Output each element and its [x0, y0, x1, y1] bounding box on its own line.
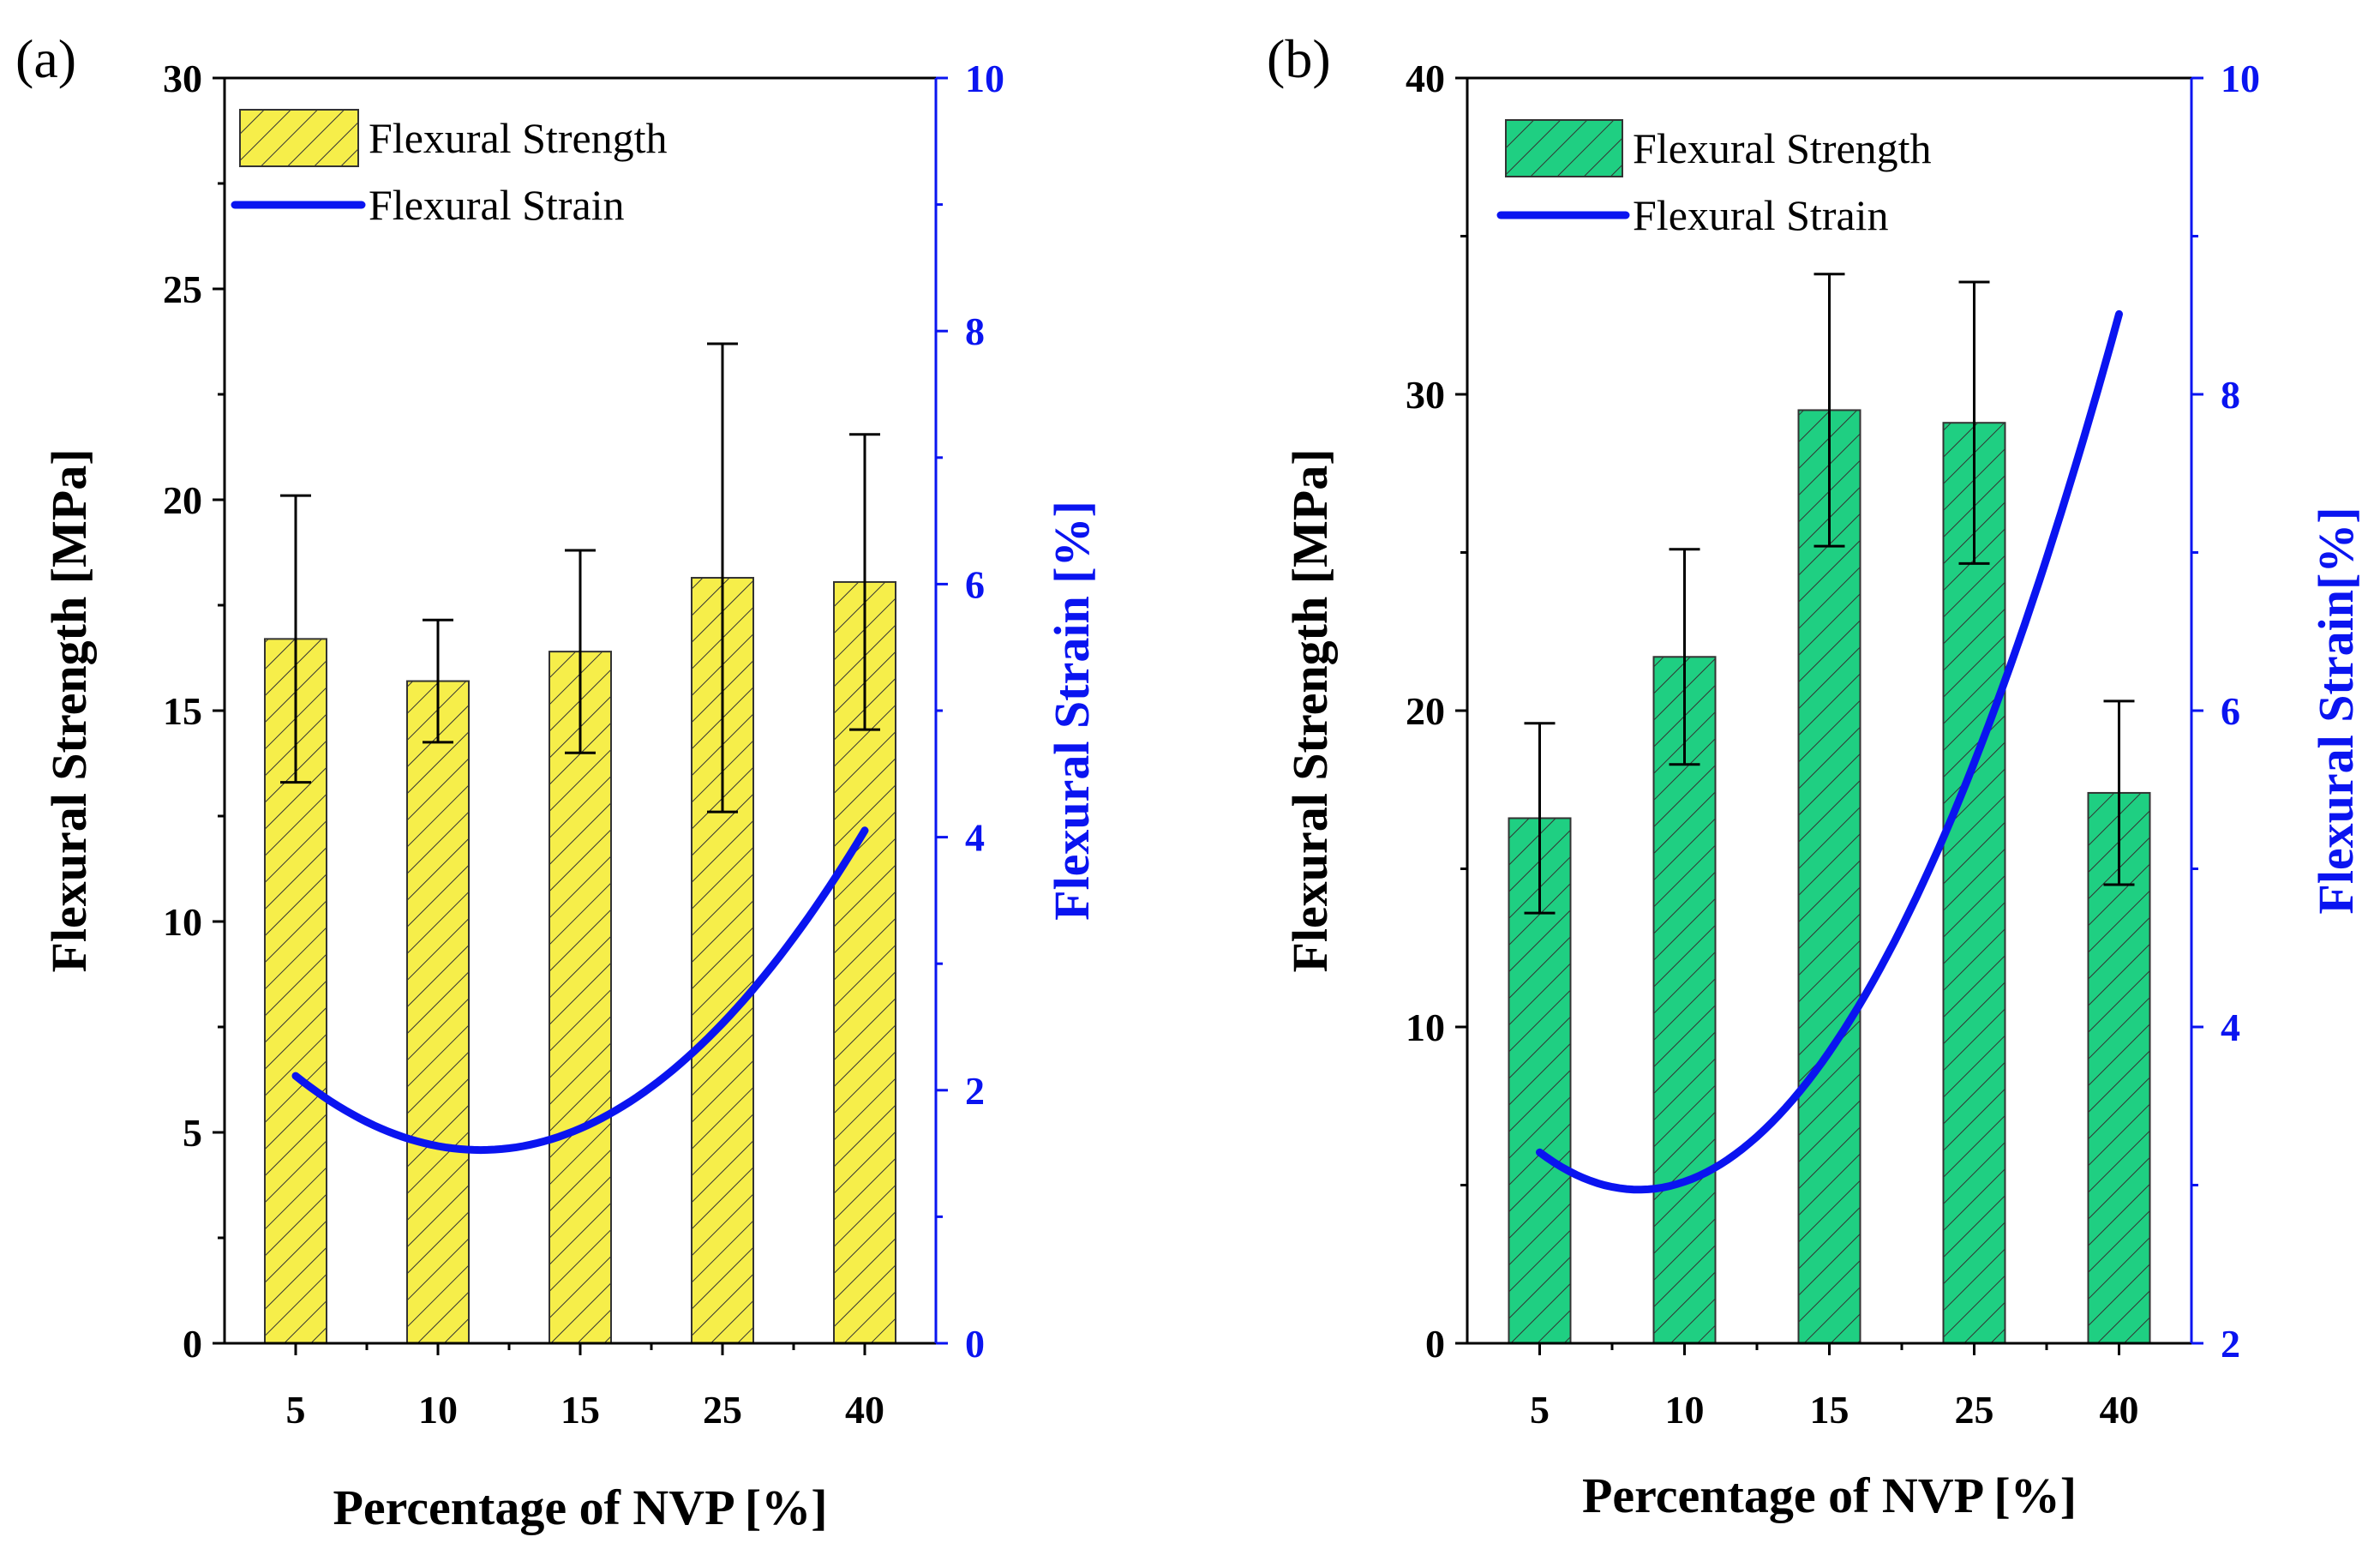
legend-swatch-hatch	[1506, 120, 1622, 177]
panel-b: (b) 0 10 20 30 40 2 4 6 8 10 5 10 15 25 40 Percentage of…	[1267, 28, 2364, 1523]
y2-tick-label: 10	[965, 57, 1004, 100]
y-tick-label: 15	[163, 689, 202, 733]
y-tick-label: 25	[163, 267, 202, 311]
y2-tick-label: 4	[965, 816, 985, 860]
y-tick-label: 0	[1425, 1322, 1445, 1366]
y-tick-label: 30	[163, 57, 202, 100]
panel-label: (b)	[1267, 28, 1331, 89]
y-tick-label: 0	[183, 1322, 202, 1366]
strain-line	[1536, 309, 2123, 1194]
legend-label-strength: Flexural Strength	[1633, 124, 1932, 172]
x-tick-label: 10	[1665, 1388, 1705, 1432]
y-tick-label: 20	[163, 478, 202, 522]
bar-hatch	[407, 681, 469, 1343]
y2-tick-label: 8	[965, 309, 985, 353]
strain-line	[291, 826, 869, 1155]
x-tick-label: 10	[418, 1388, 458, 1432]
legend-label-strain: Flexural Strain	[369, 181, 625, 229]
x-tick-label: 25	[703, 1388, 742, 1432]
y2-tick-label: 6	[2221, 689, 2240, 733]
x-tick-label: 40	[845, 1388, 884, 1432]
y-tick-label: 40	[1406, 57, 1445, 100]
y2-axis-title: Flexural Strain [%]	[1044, 501, 1100, 921]
y-tick-label: 5	[183, 1111, 202, 1155]
x-tick-label: 15	[1810, 1388, 1849, 1432]
y2-tick-label: 10	[2221, 57, 2260, 100]
y-tick-label: 10	[163, 900, 202, 944]
y2-tick-label: 6	[965, 562, 985, 606]
y-tick-label: 20	[1406, 689, 1445, 733]
panel-label: (a)	[15, 28, 76, 89]
y2-tick-label: 2	[2221, 1322, 2240, 1366]
legend-label-strength: Flexural Strength	[369, 114, 668, 162]
y2-tick-label: 8	[2221, 373, 2240, 417]
legend-swatch-hatch	[240, 110, 358, 166]
legend-label-strain: Flexural Strain	[1633, 191, 1889, 239]
y2-axis-title: Flexural Strain[%]	[2308, 507, 2364, 914]
x-tick-label: 15	[561, 1388, 600, 1432]
y-tick-label: 30	[1406, 373, 1445, 417]
panel-a: (a) 0 5 10 15 20 25 30 0 2 4 6 8 10 5 10 15 25 40 Percentag…	[15, 28, 1100, 1535]
x-tick-label: 5	[1530, 1388, 1550, 1432]
bar-hatch	[549, 651, 611, 1343]
y-tick-label: 10	[1406, 1006, 1445, 1049]
bar-hatch	[1653, 657, 1716, 1343]
x-tick-label: 40	[2100, 1388, 2139, 1432]
y2-tick-label: 4	[2221, 1006, 2240, 1049]
y2-tick-label: 0	[965, 1322, 985, 1366]
bar-hatch	[1943, 423, 2005, 1344]
y2-tick-label: 2	[965, 1069, 985, 1113]
x-axis-title: Percentage of NVP [%]	[1582, 1468, 2077, 1523]
x-tick-label: 5	[286, 1388, 306, 1432]
y-axis-title: Flexural Strength [MPa]	[41, 448, 97, 972]
bar-hatch	[1798, 410, 1861, 1344]
x-tick-label: 25	[1955, 1388, 1994, 1432]
y-axis-title: Flexural Strength [MPa]	[1282, 448, 1338, 972]
x-axis-title: Percentage of NVP [%]	[333, 1480, 827, 1535]
